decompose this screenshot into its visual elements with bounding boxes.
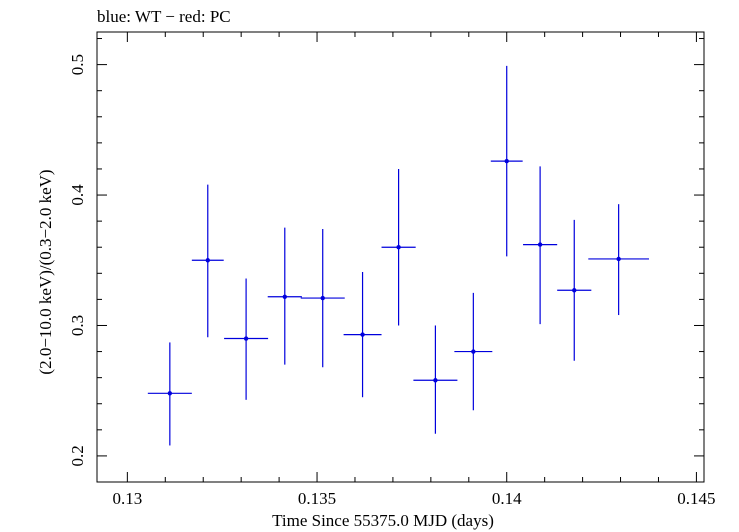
- data-point: [588, 204, 649, 316]
- x-axis-label: Time Since 55375.0 MJD (days): [272, 511, 494, 530]
- data-marker: [167, 391, 173, 396]
- data-marker: [471, 349, 476, 354]
- data-marker: [504, 158, 509, 164]
- data-marker: [537, 242, 543, 247]
- data-point: [413, 325, 458, 434]
- data-point: [267, 227, 302, 365]
- data-marker: [360, 332, 365, 337]
- data-point: [343, 272, 382, 398]
- y-tick-label: 0.2: [68, 445, 87, 466]
- data-marker: [396, 245, 401, 250]
- data-marker: [433, 378, 438, 383]
- x-axis: 0.13 0.135 0.14 0.145: [112, 32, 716, 508]
- data-point: [523, 166, 558, 325]
- data-marker: [616, 256, 621, 262]
- data-point: [454, 292, 493, 411]
- x-tick-label: 0.13: [112, 489, 142, 508]
- y-tick-label: 0.3: [68, 315, 87, 336]
- x-tick-label: 0.14: [492, 489, 522, 508]
- y-tick-label: 0.5: [68, 54, 87, 75]
- data-point: [381, 168, 416, 326]
- data-point: [300, 228, 345, 368]
- plot-frame: [96, 31, 705, 483]
- data-point: [147, 342, 192, 446]
- data-marker: [243, 336, 249, 341]
- data-series: [147, 65, 649, 446]
- data-point: [224, 278, 269, 400]
- data-point: [557, 219, 592, 361]
- x-tick-label: 0.145: [677, 489, 715, 508]
- data-point: [191, 184, 224, 338]
- data-marker: [572, 288, 577, 293]
- data-marker: [205, 258, 210, 263]
- y-tick-label: 0.4: [68, 184, 87, 206]
- y-axis: 0.2 0.3 0.4 0.5: [68, 38, 704, 483]
- data-point: [490, 65, 523, 257]
- y-axis-label: (2.0−10.0 keV)/(0.3−2.0 keV): [36, 169, 55, 374]
- x-tick-label: 0.135: [298, 489, 336, 508]
- data-marker: [320, 295, 325, 301]
- data-marker: [282, 294, 287, 299]
- chart-title: blue: WT − red: PC: [97, 7, 231, 26]
